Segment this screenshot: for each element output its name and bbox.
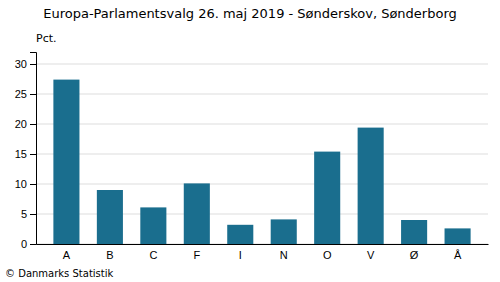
y-tick-label: 0 xyxy=(21,238,27,250)
y-tick: 10 xyxy=(15,178,36,190)
y-tick-mark xyxy=(30,184,36,185)
x-tick-label: Å xyxy=(454,249,462,261)
x-tick: Ø xyxy=(410,249,419,261)
y-tick-label: 30 xyxy=(15,58,27,70)
bar xyxy=(184,183,210,244)
bars xyxy=(53,80,470,244)
y-tick: 0 xyxy=(21,238,36,250)
grid-line xyxy=(36,184,488,185)
y-tick-mark xyxy=(30,154,36,155)
y-axis: 0 5 10 15 20 25 30 xyxy=(15,53,37,251)
y-tick-mark xyxy=(30,64,36,65)
chart-container: Europa-Parlamentsvalg 26. maj 2019 - Søn… xyxy=(0,0,500,282)
x-axis: ABCFINOVØÅ xyxy=(37,245,489,262)
bar xyxy=(53,80,79,244)
bar xyxy=(271,219,297,244)
grid-line xyxy=(36,124,488,125)
y-tick: 5 xyxy=(21,208,36,220)
x-tick: B xyxy=(106,249,113,261)
bar xyxy=(97,190,123,244)
y-tick-mark xyxy=(30,244,36,245)
x-tick-label: C xyxy=(149,249,157,261)
y-tick: 25 xyxy=(15,88,36,100)
x-tick: F xyxy=(193,249,200,261)
bar xyxy=(227,225,253,244)
grid-line xyxy=(36,64,488,65)
x-tick-label: Ø xyxy=(410,249,419,261)
x-axis-line xyxy=(37,244,489,245)
y-tick-label: 15 xyxy=(15,148,27,160)
y-tick-label: 5 xyxy=(21,208,27,220)
y-tick: 15 xyxy=(15,148,36,160)
x-tick-label: A xyxy=(63,249,71,261)
y-tick-mark xyxy=(30,94,36,95)
bar xyxy=(140,207,166,244)
x-tick-label: V xyxy=(367,249,375,261)
x-tick: I xyxy=(239,249,242,261)
x-tick: A xyxy=(63,249,71,261)
bar xyxy=(358,128,384,244)
footnote: © Danmarks Statistik xyxy=(5,268,114,279)
x-tick-label: B xyxy=(106,249,113,261)
grid-line xyxy=(36,154,488,155)
y-tick-label: 10 xyxy=(15,178,27,190)
x-tick: N xyxy=(280,249,288,261)
y-tick: 30 xyxy=(15,58,36,70)
y-label: Pct. xyxy=(36,32,57,45)
y-tick-mark xyxy=(30,124,36,125)
plot-area: 0 5 10 15 20 25 30 A B C F I N O V Ø Å Pct. xyxy=(15,32,489,261)
x-tick: C xyxy=(149,249,157,261)
x-tick: V xyxy=(367,249,375,261)
x-tick: Å xyxy=(454,249,462,261)
y-tick: 20 xyxy=(15,118,36,130)
x-tick-label: O xyxy=(323,249,332,261)
x-tick-label: F xyxy=(193,249,200,261)
chart-svg: Europa-Parlamentsvalg 26. maj 2019 - Søn… xyxy=(0,0,500,282)
title: Europa-Parlamentsvalg 26. maj 2019 - Søn… xyxy=(43,6,457,21)
y-tick-mark xyxy=(30,214,36,215)
y-tick-label: 20 xyxy=(15,118,27,130)
bar xyxy=(401,220,427,244)
bar xyxy=(445,228,471,244)
bar xyxy=(314,152,340,244)
grid-line xyxy=(36,94,488,95)
y-axis-line xyxy=(30,53,37,245)
y-tick-label: 25 xyxy=(15,88,27,100)
x-tick-label: N xyxy=(280,249,288,261)
x-tick: O xyxy=(323,249,332,261)
grid xyxy=(36,64,488,244)
x-tick-label: I xyxy=(239,249,242,261)
